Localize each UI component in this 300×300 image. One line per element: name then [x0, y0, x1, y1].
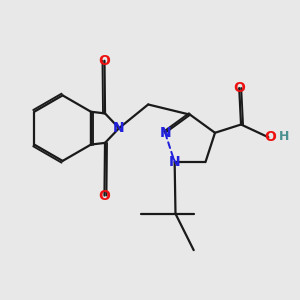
Text: O: O	[98, 188, 110, 203]
Text: O: O	[98, 54, 110, 68]
Text: N: N	[159, 126, 171, 140]
Text: H: H	[279, 130, 289, 143]
Text: O: O	[264, 130, 276, 144]
Text: N: N	[169, 155, 181, 169]
Text: N: N	[113, 121, 125, 135]
Text: O: O	[233, 81, 245, 95]
